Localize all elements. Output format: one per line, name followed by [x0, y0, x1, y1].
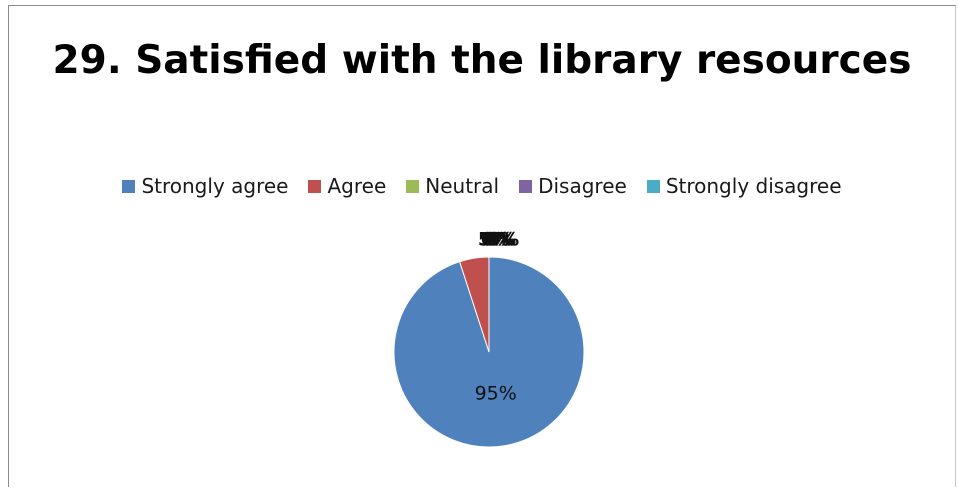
data-label-neutral: 0% [481, 229, 513, 251]
legend-label-strongly-disagree: Strongly disagree [665, 174, 842, 198]
legend-label-agree: Agree [327, 174, 387, 198]
legend-swatch-neutral [406, 179, 420, 193]
legend-item-agree: Agree [308, 174, 386, 198]
legend-label-strongly-agree: Strongly agree [141, 174, 289, 198]
legend-item-disagree: Disagree [519, 174, 627, 198]
legend-label-disagree: Disagree [538, 174, 627, 198]
legend-swatch-strongly-disagree [646, 179, 660, 193]
data-label-agree: 5% [478, 229, 510, 251]
legend-swatch-strongly-agree [122, 179, 136, 193]
chart-title: 29. Satisfied with the library resources [52, 38, 912, 83]
data-label-disagree: 0% [484, 229, 516, 251]
legend-item-strongly-disagree: Strongly disagree [646, 174, 842, 198]
legend-label-neutral: Neutral [425, 174, 500, 198]
chart-legend: Strongly agree Agree Neutral Disagree Strong… [8, 172, 956, 200]
legend-swatch-disagree [519, 179, 533, 193]
data-label-strongly-disagree: 0% [487, 229, 519, 251]
legend-item-strongly-agree: Strongly agree [122, 174, 288, 198]
legend-swatch-agree [308, 179, 322, 193]
legend-item-neutral: Neutral [406, 174, 499, 198]
pie-slice-agree [459, 256, 490, 353]
data-label-strongly-agree: 95% [475, 383, 517, 405]
